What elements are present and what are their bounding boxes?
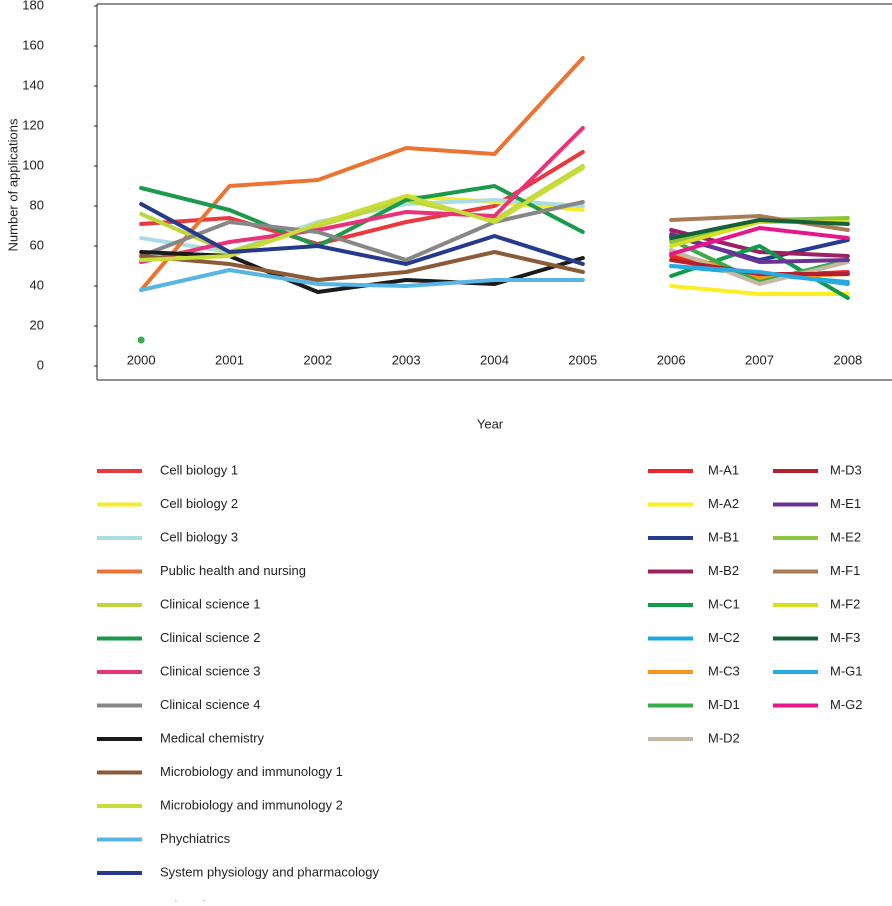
legend-label: Cell biology 2 — [160, 496, 238, 511]
x-tick-label: 2007 — [745, 352, 774, 367]
series-line — [139, 250, 585, 282]
x-tick-label: 2000 — [127, 352, 156, 367]
legend-label: M-D1 — [708, 697, 740, 712]
legend-label: Cell biology 3 — [160, 529, 238, 544]
legend-label: M-E1 — [830, 496, 861, 511]
legend-label: Medical chemistry — [160, 730, 265, 745]
series-line — [669, 284, 850, 296]
series-line — [669, 214, 850, 232]
y-tick-label: 180 — [22, 0, 44, 12]
legend-label: Clinical science 1 — [160, 596, 260, 611]
series-line — [139, 200, 585, 262]
legend-label: M-B1 — [708, 529, 739, 544]
x-axis-label: Year — [477, 416, 504, 431]
y-tick-label: 140 — [22, 77, 44, 92]
legend-label: M-F2 — [830, 596, 860, 611]
legend-label: Microbiology and immunology 2 — [160, 797, 343, 812]
legend-label: M-D3 — [830, 462, 862, 477]
legend-label: M-F3 — [830, 630, 860, 645]
x-tick-label: 2001 — [215, 352, 244, 367]
legend-label: System physiology and pharmacology — [160, 864, 379, 879]
y-tick-label: 40 — [30, 277, 44, 292]
series-line — [139, 56, 585, 292]
y-tick-label: 60 — [30, 237, 44, 252]
legend-label: M-C3 — [708, 663, 740, 678]
legend-label: M-G1 — [830, 663, 863, 678]
x-tick-label: 2004 — [480, 352, 509, 367]
y-tick-label: 160 — [22, 37, 44, 52]
x-tick-label: 2006 — [657, 352, 686, 367]
legend-label: Phychiatrics — [160, 831, 231, 846]
x-tick-label: 2003 — [392, 352, 421, 367]
series-line — [669, 248, 850, 286]
legend-label: M-A2 — [708, 496, 739, 511]
legend-label: Public health and nursing — [160, 563, 306, 578]
legend-label: M-F1 — [830, 563, 860, 578]
data-point — [137, 336, 145, 344]
legend-label: Clinical science 4 — [160, 697, 260, 712]
y-tick-label: 0 — [37, 357, 44, 372]
x-tick-label: 2008 — [833, 352, 862, 367]
legend-label: M-A1 — [708, 462, 739, 477]
series-line — [669, 218, 850, 240]
legend-label: M-D2 — [708, 730, 740, 745]
legend-label: M-C1 — [708, 596, 740, 611]
y-axis-label: Number of applications — [5, 118, 20, 251]
y-tick-label: 120 — [22, 117, 44, 132]
legend-label: Clinical science 3 — [160, 663, 260, 678]
series-line — [669, 226, 850, 256]
x-tick-label: 2005 — [568, 352, 597, 367]
y-tick-label: 100 — [22, 157, 44, 172]
y-tick-label: 20 — [30, 317, 44, 332]
series-line — [139, 202, 585, 266]
series-line — [139, 150, 585, 246]
series-line — [139, 268, 585, 292]
x-tick-label: 2002 — [303, 352, 332, 367]
legend-label: Clinical science 2 — [160, 630, 260, 645]
series-line — [669, 264, 850, 286]
legend-label: M-B2 — [708, 563, 739, 578]
y-tick-label: 80 — [30, 197, 44, 212]
legend-label: M-E2 — [830, 529, 861, 544]
legend-label: M-G2 — [830, 697, 863, 712]
legend-label: Cell biology 1 — [160, 462, 238, 477]
series-line — [139, 166, 585, 262]
legend-label: M-C2 — [708, 630, 740, 645]
legend-label: Microbiology and immunology 1 — [160, 764, 343, 779]
